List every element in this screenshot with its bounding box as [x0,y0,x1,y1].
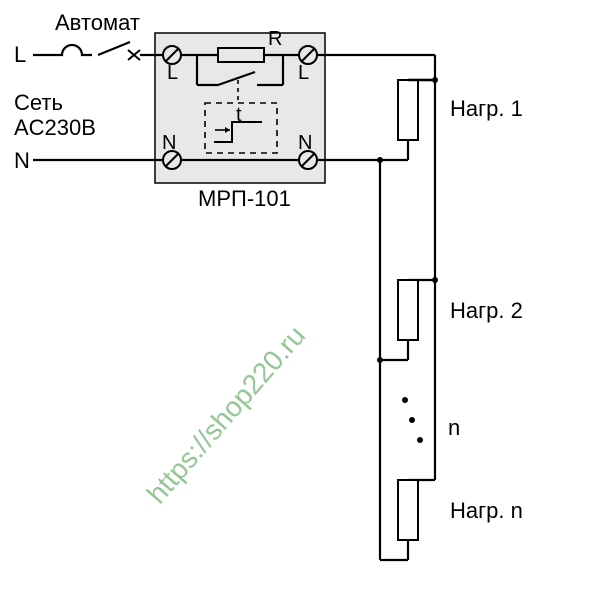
supply-label-2: AC230В [14,115,96,141]
load-1-label: Нагр. 1 [450,96,523,122]
ellipsis-dot [402,397,408,403]
load-n-rect [398,480,418,540]
breaker-arm [98,42,130,55]
automat-label: Автомат [55,10,140,36]
load-n-label: Нагр. n [450,498,523,524]
load-1-rect [398,80,418,140]
load-2-rect [398,280,418,340]
supply-label-1: Сеть [14,90,63,116]
n-label: N [14,148,30,174]
ellipsis-dot [417,437,423,443]
ellipsis-dot [409,417,415,423]
t-label: t [236,104,242,127]
device-name-label: МРП-101 [198,186,291,212]
load-2-label: Нагр. 2 [450,298,523,324]
terminal-l2-label: L [298,62,309,85]
resistor-r [218,48,264,62]
l-label: L [14,42,26,68]
breaker-hump [50,45,92,55]
terminal-l1-label: L [167,62,178,85]
breaker-x [128,50,140,60]
terminal-n1-label: N [162,132,176,155]
n-ellipsis-label: n [448,415,460,441]
terminal-n2-label: N [298,132,312,155]
r-label: R [268,28,282,51]
